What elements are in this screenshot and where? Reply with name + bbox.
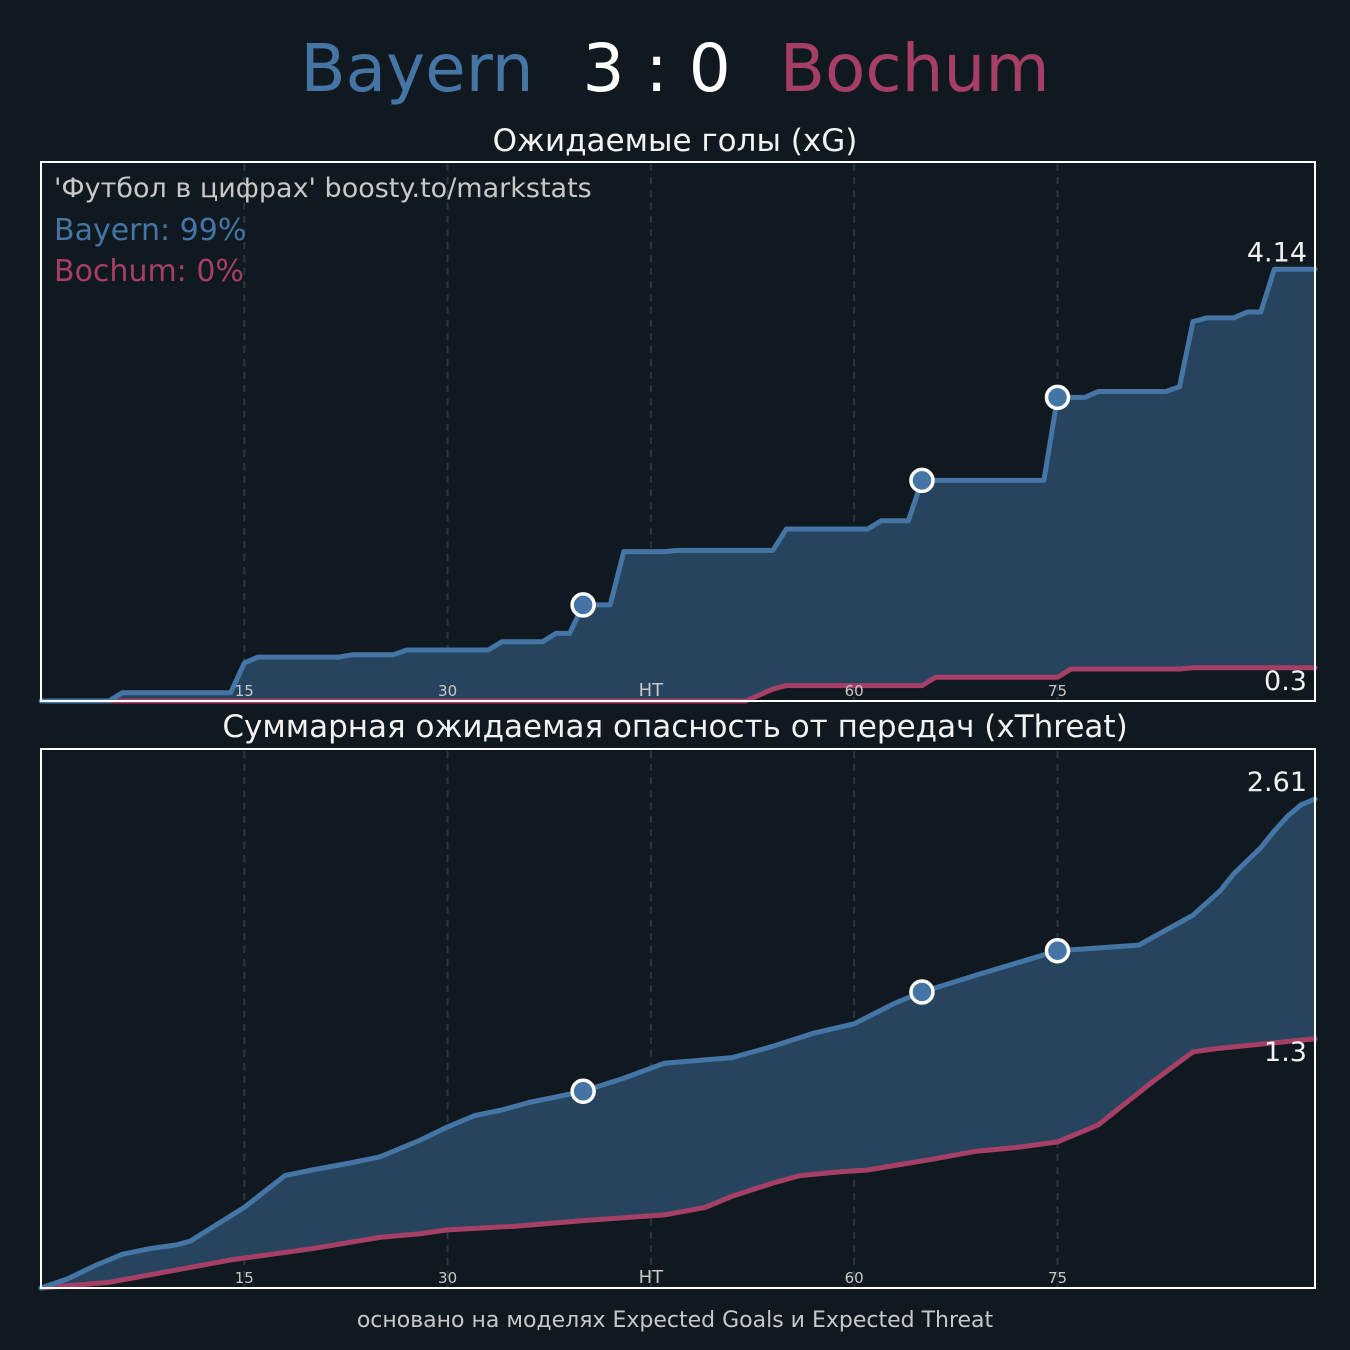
x-tick-label: HT (639, 1267, 665, 1288)
bayern-line (38, 266, 1318, 704)
goal-marker (570, 592, 596, 618)
footer-note: основано на моделях Expected Goals и Exp… (356, 1308, 994, 1333)
area-between-series (41, 799, 1315, 1288)
bayern-final-value: 2.61 (1247, 767, 1307, 798)
xthreat-chart-title: Суммарная ожидаемая опасность от передач… (222, 709, 1128, 745)
goal-marker (909, 467, 935, 494)
plot-frame (40, 161, 1316, 702)
xg-chart-title: Ожидаемые голы (xG) (492, 123, 858, 159)
away-team-name: Bochum (779, 30, 1050, 107)
x-tick-label: 60 (845, 682, 864, 700)
bochum-final-value: 0.3 (1264, 666, 1307, 697)
goal-marker (1044, 384, 1071, 411)
goal-marker (570, 1078, 596, 1105)
area-between-series (41, 269, 1315, 701)
goal-marker (1044, 938, 1071, 964)
match-score: 3 : 0 (582, 30, 731, 107)
x-tick-label: 60 (845, 1269, 864, 1287)
watermark-text: 'Футбол в цифрах' boosty.to/markstats (54, 173, 592, 204)
home-team-name: Bayern (300, 30, 534, 107)
x-tick-label: 75 (1048, 682, 1067, 700)
bayern-win-probability: Bayern: 99% (54, 213, 246, 248)
x-tick-label: HT (639, 680, 665, 701)
bochum-line (38, 665, 1318, 704)
x-tick-label: 30 (438, 682, 457, 700)
match-header: Bayern 3 : 0 Bochum (0, 24, 1350, 114)
bayern-final-value: 4.14 (1247, 237, 1307, 268)
x-tick-label: 15 (235, 682, 254, 700)
bochum-win-probability: Bochum: 0% (54, 254, 244, 289)
plot-frame (40, 748, 1316, 1289)
x-tick-label: 30 (438, 1269, 457, 1287)
x-tick-label: 75 (1048, 1269, 1067, 1287)
bochum-line (38, 1036, 1318, 1291)
x-tick-label: 15 (235, 1269, 254, 1287)
bochum-final-value: 1.3 (1264, 1037, 1307, 1068)
goal-marker (909, 979, 935, 1005)
